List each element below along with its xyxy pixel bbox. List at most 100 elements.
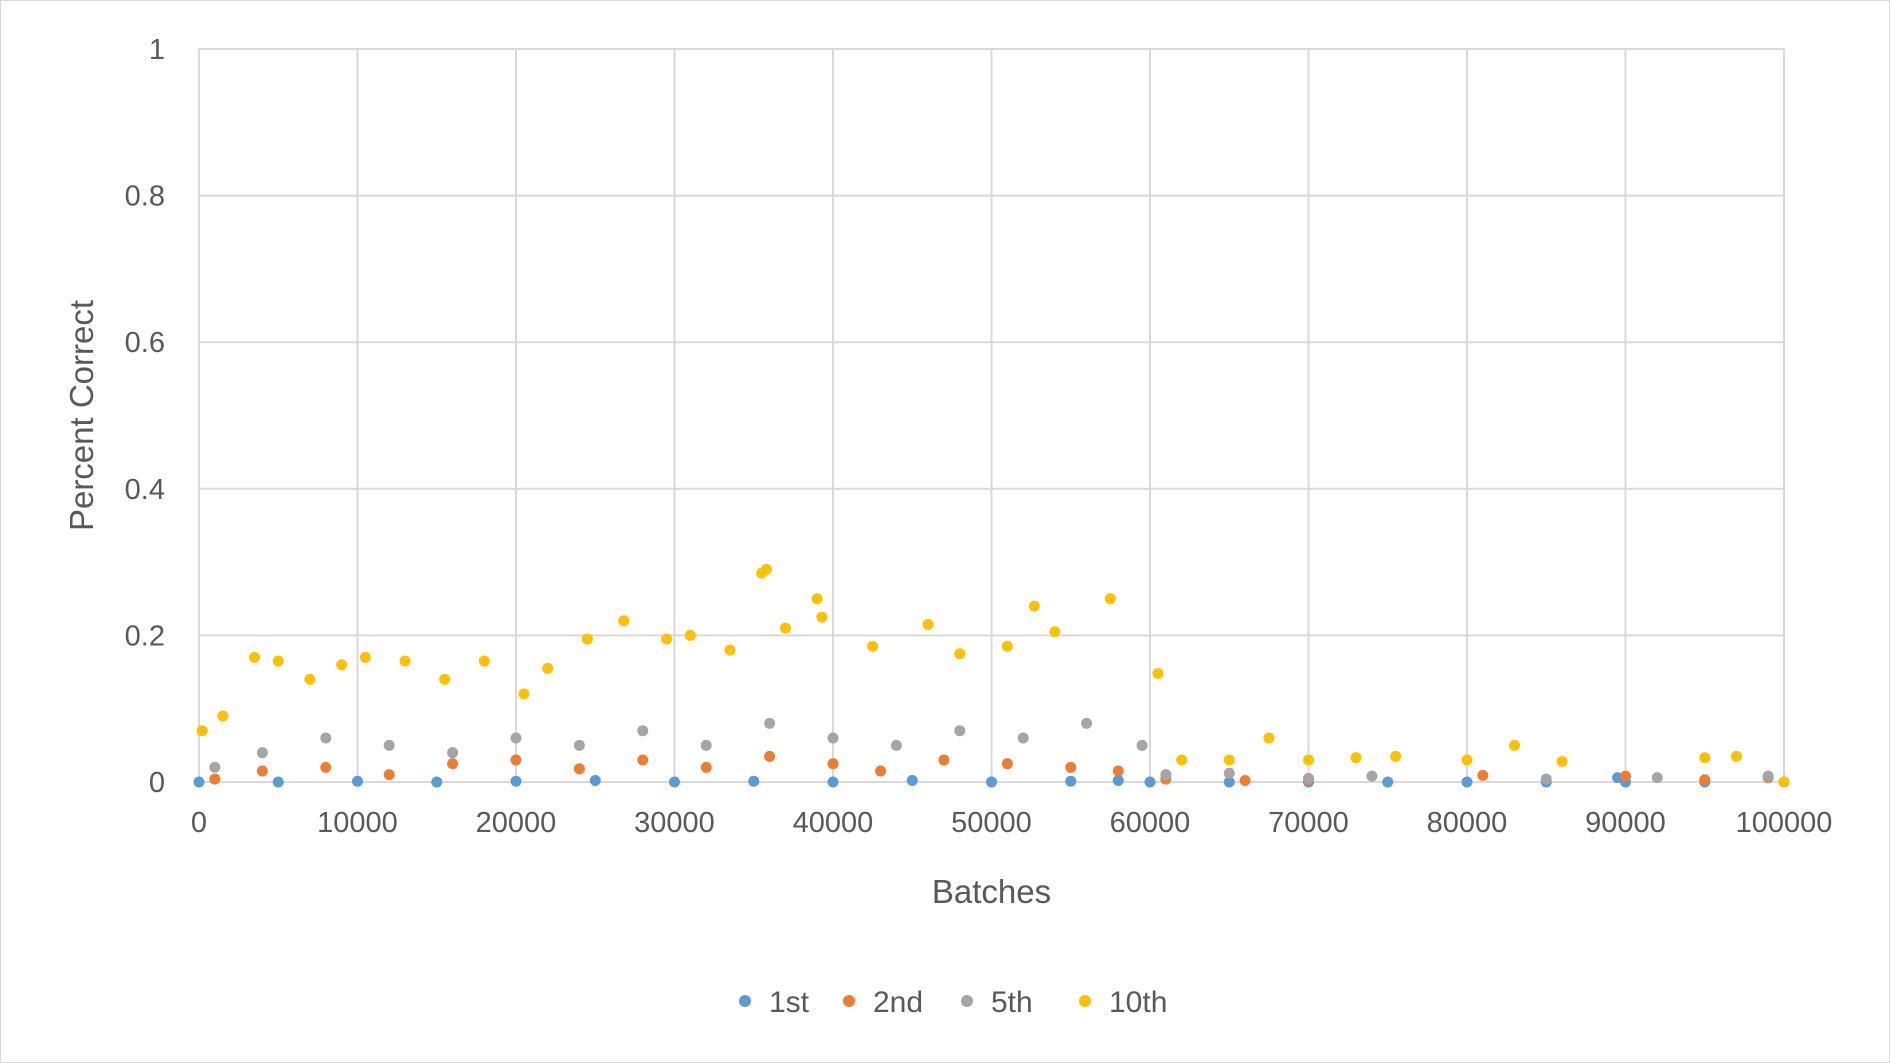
data-point <box>196 725 208 737</box>
data-point <box>383 769 395 781</box>
legend-label: 10th <box>1109 986 1167 1019</box>
data-point <box>573 763 585 775</box>
data-point <box>827 758 839 770</box>
data-point <box>272 776 284 788</box>
data-point <box>447 758 459 770</box>
data-point <box>1303 754 1314 766</box>
data-point <box>954 648 966 660</box>
data-point <box>827 732 839 744</box>
data-point <box>1263 732 1275 744</box>
legend-marker <box>1079 995 1091 1007</box>
data-point <box>256 747 268 759</box>
data-point <box>669 776 680 788</box>
data-point <box>700 739 712 751</box>
data-point <box>1477 769 1489 781</box>
data-point <box>637 754 649 766</box>
data-point <box>217 710 229 722</box>
data-point <box>1136 739 1148 751</box>
gridlines <box>198 48 1785 783</box>
data-point <box>1223 776 1235 788</box>
data-point <box>906 775 918 787</box>
x-tick-label: 90000 <box>1585 807 1666 839</box>
data-point <box>827 776 839 788</box>
data-point <box>320 732 332 744</box>
data-point <box>1223 767 1235 779</box>
data-point <box>1065 761 1077 773</box>
data-point <box>1176 754 1188 766</box>
legend-item: 1st <box>739 986 810 1019</box>
data-point <box>320 761 332 773</box>
y-axis-title: Percent Correct <box>63 300 100 531</box>
data-point <box>209 761 221 773</box>
legend-marker <box>961 995 973 1007</box>
data-point <box>510 732 522 744</box>
data-point <box>272 655 284 667</box>
x-tick-label: 60000 <box>1110 807 1191 839</box>
data-point <box>439 673 451 685</box>
data-point <box>518 688 530 700</box>
legend-marker <box>739 995 751 1007</box>
x-tick-label: 70000 <box>1268 807 1349 839</box>
data-point <box>1730 750 1742 762</box>
data-point <box>811 593 823 605</box>
x-tick-label: 10000 <box>317 807 398 839</box>
x-axis-title: Batches <box>932 873 1051 910</box>
data-point <box>954 725 966 737</box>
y-tick-label: 1 <box>149 34 165 66</box>
data-point <box>1540 773 1552 785</box>
data-point <box>700 761 712 773</box>
data-point <box>1223 754 1235 766</box>
data-point <box>938 754 950 766</box>
tick-labels: 0 10000 20000 30000 40000 50000 60000 70000 8000… <box>125 34 1833 839</box>
data-point <box>890 739 902 751</box>
data-point <box>431 776 443 788</box>
legend-item: 5th <box>961 986 1033 1019</box>
data-point <box>661 633 673 645</box>
data-point <box>1112 765 1124 777</box>
y-tick-label: 0.4 <box>125 474 165 506</box>
x-tick-label: 50000 <box>951 807 1032 839</box>
data-point <box>764 750 776 762</box>
x-tick-label: 40000 <box>793 807 874 839</box>
data-point <box>1699 752 1711 764</box>
data-point <box>1556 755 1568 767</box>
data-point <box>209 773 221 785</box>
data-point <box>986 776 997 788</box>
data-point <box>779 622 791 634</box>
y-tick-label: 0.8 <box>125 181 165 213</box>
data-point <box>589 775 601 787</box>
legend-item: 10th <box>1079 986 1167 1019</box>
data-point <box>1620 770 1631 782</box>
series-10th <box>196 563 1790 788</box>
data-point <box>875 765 887 777</box>
data-point <box>1065 775 1077 787</box>
series-1st <box>193 772 1790 788</box>
data-point <box>336 659 348 671</box>
data-point <box>764 717 776 729</box>
data-point <box>1509 739 1521 751</box>
data-point <box>1382 776 1394 788</box>
data-point <box>1651 772 1663 784</box>
data-point <box>542 662 554 674</box>
data-point <box>510 775 522 787</box>
data-point <box>573 739 585 751</box>
data-point <box>304 673 316 685</box>
legend-label: 1st <box>769 986 810 1019</box>
data-point <box>1303 772 1314 784</box>
data-point <box>724 644 736 656</box>
data-point <box>1081 717 1093 729</box>
data-point <box>816 611 828 623</box>
data-point <box>248 651 260 663</box>
data-point <box>359 651 371 663</box>
data-point <box>760 563 772 575</box>
data-point <box>1239 775 1251 787</box>
data-point <box>1461 776 1473 788</box>
data-point <box>867 640 879 652</box>
y-tick-label: 0 <box>149 767 165 799</box>
data-point <box>618 615 630 627</box>
legend-marker <box>843 995 855 1007</box>
data-point <box>1699 774 1711 786</box>
data-point <box>1461 754 1473 766</box>
